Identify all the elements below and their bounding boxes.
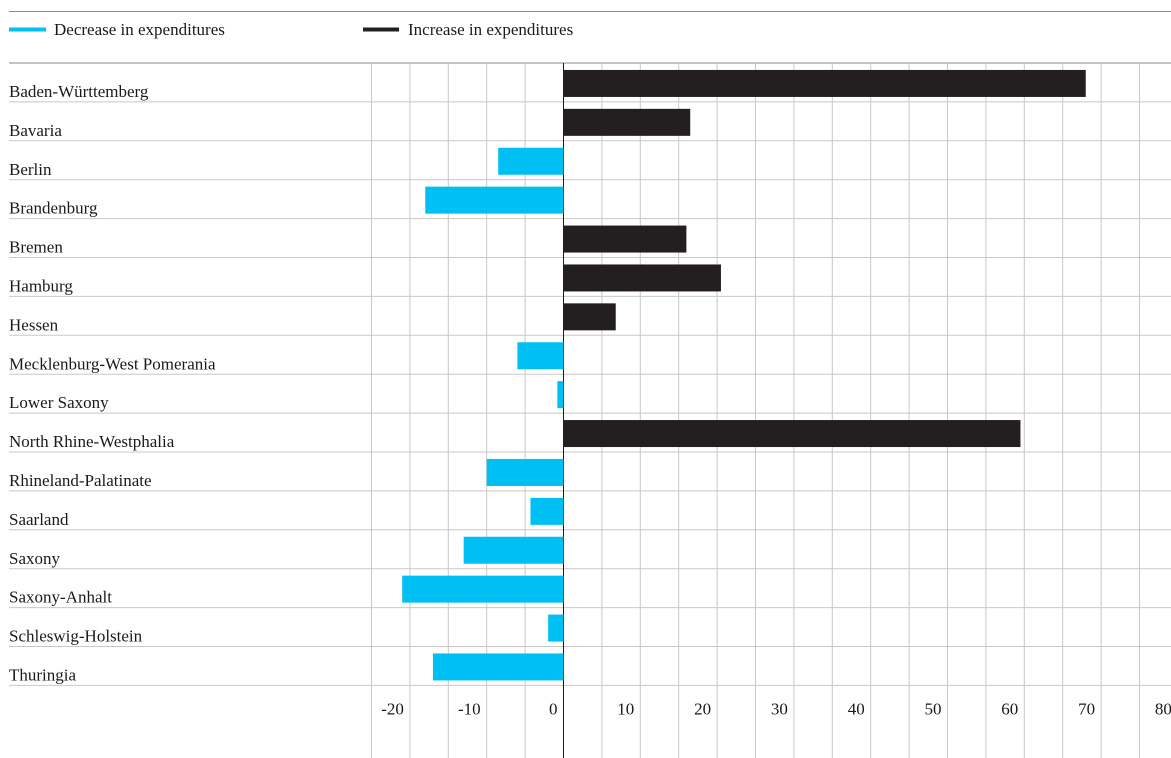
x-tick-label: 40 — [848, 699, 865, 718]
category-label: Saxony — [9, 549, 61, 568]
x-tick-label: 60 — [1001, 699, 1018, 718]
x-tick-label: 80 — [1155, 699, 1171, 718]
category-label: Thuringia — [9, 666, 76, 685]
category-label: Hessen — [9, 315, 59, 334]
category-labels: Baden-Württemberg Bavaria Berlin Brandenbur… — [9, 82, 216, 685]
chart-frame — [9, 11, 1171, 64]
category-label: North Rhine-Westphalia — [9, 432, 175, 451]
legend-label-decrease: Decrease in expenditures — [54, 20, 225, 39]
bar-bremen — [563, 225, 687, 253]
category-label: Lower Saxony — [9, 393, 109, 412]
x-tick-label: 20 — [694, 699, 711, 718]
bar-berlin — [498, 147, 564, 175]
x-tick-label: -10 — [458, 699, 481, 718]
bar-hessen — [563, 303, 616, 331]
bar-lower-saxony — [557, 381, 564, 409]
x-tick-label: 30 — [771, 699, 788, 718]
bar-north-rhine-westphalia — [563, 420, 1021, 448]
bar-saxony — [463, 536, 564, 564]
bar-baden-w-rttemberg — [563, 69, 1086, 97]
category-label: Baden-Württemberg — [9, 82, 149, 101]
category-label: Bavaria — [9, 121, 62, 140]
category-label: Schleswig-Holstein — [9, 627, 143, 646]
grid-lines — [9, 63, 1171, 758]
bar-saarland — [530, 497, 564, 525]
x-tick-label: 10 — [617, 699, 634, 718]
category-label: Berlin — [9, 160, 52, 179]
category-label: Mecklenburg-West Pomerania — [9, 354, 216, 373]
x-tick-label: -20 — [381, 699, 404, 718]
bar-mecklenburg-west-pomerania — [517, 342, 564, 370]
category-label: Saxony-Anhalt — [9, 588, 112, 607]
category-label: Saarland — [9, 510, 69, 529]
category-label: Rhineland-Palatinate — [9, 471, 152, 490]
legend-label-increase: Increase in expenditures — [408, 20, 573, 39]
bar-brandenburg — [425, 186, 564, 214]
category-label: Bremen — [9, 238, 63, 257]
category-label: Brandenburg — [9, 199, 98, 218]
bar-saxony-anhalt — [402, 575, 564, 603]
x-tick-labels: -20 -10 0 10 20 30 40 50 60 70 80 — [381, 699, 1171, 718]
bar-rhineland-palatinate — [486, 458, 564, 486]
x-tick-label: 70 — [1078, 699, 1095, 718]
x-tick-label: 50 — [925, 699, 942, 718]
bar-thuringia — [432, 653, 564, 681]
bar-hamburg — [563, 264, 721, 292]
chart-legend: Decrease in expenditures Increase in exp… — [9, 20, 573, 39]
bar-bavaria — [563, 108, 691, 136]
x-tick-label: 0 — [549, 699, 558, 718]
bars — [402, 69, 1086, 681]
bar-schleswig-holstein — [548, 614, 564, 642]
category-label: Hamburg — [9, 277, 73, 296]
